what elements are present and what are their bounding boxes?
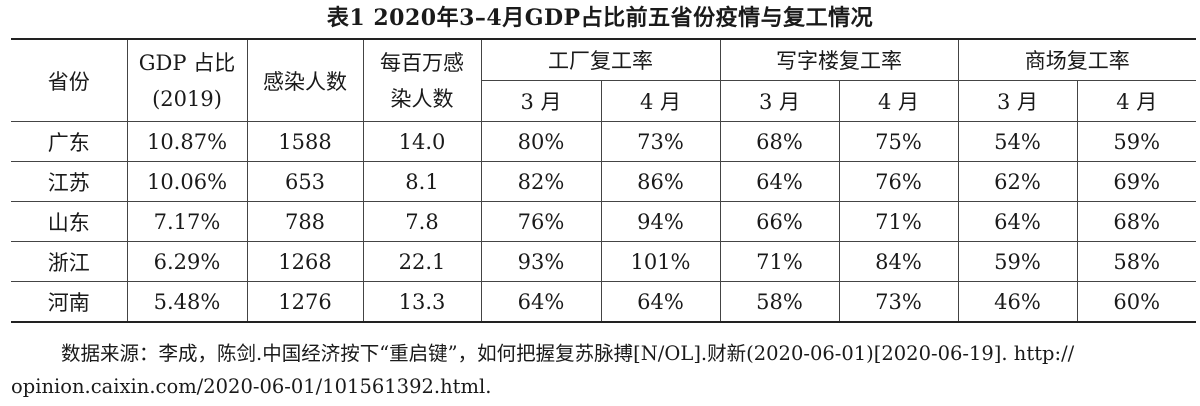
cell-office-mar: 68% xyxy=(719,121,839,162)
cell-factory-mar: 82% xyxy=(480,161,601,202)
cell-office-mar: 58% xyxy=(719,281,839,323)
cell-mall-mar: 62% xyxy=(957,161,1077,202)
cell-per-million: 8.1 xyxy=(362,161,481,202)
cell-factory-mar: 80% xyxy=(480,121,601,162)
cell-office-apr: 71% xyxy=(838,201,958,242)
source-note: 数据来源：李成，陈剑.中国经济按下“重启键”，如何把握复苏脉搏[N/OL].财新… xyxy=(11,337,1196,403)
header-gdp-share-line2: (2019) xyxy=(152,86,222,111)
cell-office-apr: 76% xyxy=(838,161,958,202)
data-table: 省份 GDP 占比 (2019) 感染人数 每百万感 染人数 工厂复工率 写字楼… xyxy=(11,38,1196,323)
cell-gdp: 10.06% xyxy=(126,161,247,202)
cell-mall-mar: 54% xyxy=(957,121,1077,162)
table-row: 浙江 6.29% 1268 22.1 93% 101% 71% 84% 59% … xyxy=(11,241,1196,282)
cell-office-apr: 75% xyxy=(838,121,958,162)
cell-mall-apr: 68% xyxy=(1076,201,1196,242)
cell-gdp: 6.29% xyxy=(126,241,247,282)
cell-factory-apr: 64% xyxy=(600,281,720,323)
cell-factory-apr: 101% xyxy=(600,241,720,282)
cell-infections: 1588 xyxy=(246,121,363,162)
cell-province: 江苏 xyxy=(11,161,127,202)
cell-gdp: 10.87% xyxy=(126,121,247,162)
cell-province: 山东 xyxy=(11,201,127,242)
cell-mall-apr: 59% xyxy=(1076,121,1196,162)
cell-infections: 1276 xyxy=(246,281,363,323)
header-month: 3 月 xyxy=(480,80,601,122)
cell-mall-mar: 59% xyxy=(957,241,1077,282)
cell-factory-apr: 86% xyxy=(600,161,720,202)
header-gdp-share-line1: GDP 占比 xyxy=(138,50,236,75)
header-group-mall: 商场复工率 xyxy=(957,39,1196,81)
cell-province: 浙江 xyxy=(11,241,127,282)
cell-per-million: 14.0 xyxy=(362,121,481,162)
header-month: 4 月 xyxy=(600,80,720,122)
cell-province: 河南 xyxy=(11,281,127,323)
table-row: 江苏 10.06% 653 8.1 82% 86% 64% 76% 62% 69… xyxy=(11,161,1196,202)
table-row: 山东 7.17% 788 7.8 76% 94% 66% 71% 64% 68% xyxy=(11,201,1196,242)
header-province: 省份 xyxy=(11,39,127,122)
cell-mall-apr: 69% xyxy=(1076,161,1196,202)
header-month: 4 月 xyxy=(838,80,958,122)
cell-mall-apr: 60% xyxy=(1076,281,1196,323)
header-infections: 感染人数 xyxy=(246,39,363,122)
cell-province: 广东 xyxy=(11,121,127,162)
cell-mall-mar: 46% xyxy=(957,281,1077,323)
header-gdp-share: GDP 占比 (2019) xyxy=(126,39,247,122)
header-month: 3 月 xyxy=(957,80,1077,122)
table-row: 广东 10.87% 1588 14.0 80% 73% 68% 75% 54% … xyxy=(11,121,1196,162)
cell-office-mar: 66% xyxy=(719,201,839,242)
header-per-million: 每百万感 染人数 xyxy=(362,39,481,122)
cell-factory-mar: 93% xyxy=(480,241,601,282)
cell-mall-apr: 58% xyxy=(1076,241,1196,282)
cell-per-million: 13.3 xyxy=(362,281,481,323)
cell-infections: 653 xyxy=(246,161,363,202)
cell-office-mar: 71% xyxy=(719,241,839,282)
header-per-million-line1: 每百万感 xyxy=(380,50,464,75)
header-per-million-line2: 染人数 xyxy=(390,86,454,111)
cell-infections: 1268 xyxy=(246,241,363,282)
table-title: 表1 2020年3–4月GDP占比前五省份疫情与复工情况 xyxy=(326,5,874,31)
header-month: 4 月 xyxy=(1076,80,1196,122)
cell-factory-apr: 94% xyxy=(600,201,720,242)
header-group-factory: 工厂复工率 xyxy=(480,39,720,81)
cell-factory-apr: 73% xyxy=(600,121,720,162)
table-row: 河南 5.48% 1276 13.3 64% 64% 58% 73% 46% 6… xyxy=(11,281,1196,323)
cell-per-million: 22.1 xyxy=(362,241,481,282)
cell-office-mar: 64% xyxy=(719,161,839,202)
cell-factory-mar: 76% xyxy=(480,201,601,242)
cell-office-apr: 84% xyxy=(838,241,958,282)
cell-office-apr: 73% xyxy=(838,281,958,323)
header-month: 3 月 xyxy=(719,80,839,122)
header-group-office: 写字楼复工率 xyxy=(719,39,958,81)
cell-per-million: 7.8 xyxy=(362,201,481,242)
cell-factory-mar: 64% xyxy=(480,281,601,323)
cell-gdp: 5.48% xyxy=(126,281,247,323)
cell-gdp: 7.17% xyxy=(126,201,247,242)
source-note-line1: 数据来源：李成，陈剑.中国经济按下“重启键”，如何把握复苏脉搏[N/OL].财新… xyxy=(61,342,1075,365)
cell-infections: 788 xyxy=(246,201,363,242)
source-note-line2: opinion.caixin.com/2020-06-01/101561392.… xyxy=(11,375,492,398)
cell-mall-mar: 64% xyxy=(957,201,1077,242)
